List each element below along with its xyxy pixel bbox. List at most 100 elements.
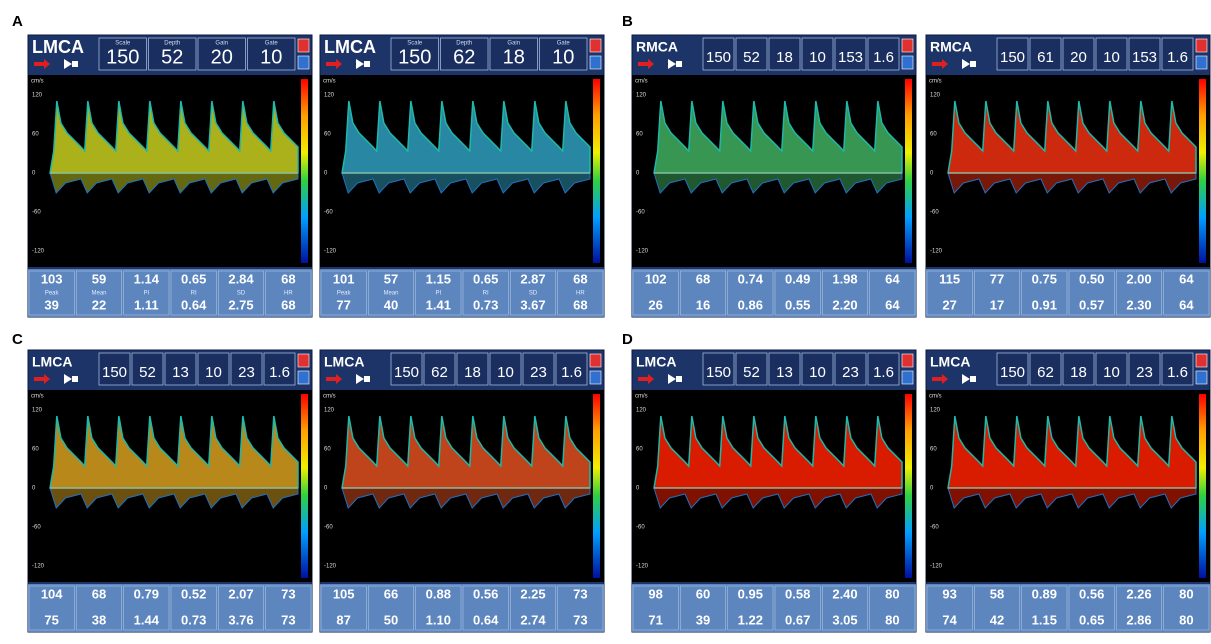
vessel-name: RMCA [636,39,678,55]
readout-value: 80 [885,612,899,627]
setting-value: 62 [431,364,448,381]
readout-cell [265,585,312,631]
setting-value: 62 [453,46,475,68]
readout-value: 50 [384,612,398,627]
axis-tick-label: 120 [636,408,647,414]
setting-value: 18 [503,46,525,68]
setting-value: 23 [842,364,859,381]
axis-tick-label: 120 [636,93,647,99]
readout-cell [869,585,916,631]
setting-value: 61 [1037,49,1054,66]
panel-label: A [12,13,23,30]
direction-arrow [932,374,948,384]
axis-tick-label: -120 [636,564,649,570]
button-up[interactable] [901,353,914,368]
readout-cell [170,585,217,631]
button-down[interactable] [901,55,914,70]
readout-value: 39 [696,612,710,627]
color-bar [905,79,912,263]
setting-value: 150 [1000,49,1025,66]
setting-box [164,352,197,386]
button-up[interactable] [589,353,602,368]
readout-value: 0.95 [738,586,763,601]
setting-value: 150 [1000,364,1025,381]
readout-value: 0.67 [785,612,810,627]
button-down[interactable] [589,370,602,385]
axis-tick-label: -120 [324,564,337,570]
readout-value: 39 [44,297,58,312]
readout-value: 0.91 [1032,297,1057,312]
readout-value: 3.05 [832,612,857,627]
readout-value: 26 [648,297,662,312]
axis-tick-label: 60 [636,447,643,453]
readout-value: 2.25 [520,586,545,601]
setting-box [996,352,1029,386]
color-bar [1199,394,1206,578]
readout-value: 0.65 [473,271,498,286]
readout-label: RI [483,291,489,297]
readout-panel [320,269,604,317]
setting-box [131,352,164,386]
button-up[interactable] [297,353,310,368]
doppler-screen: LMCA 150 52 13 10 23 1.6 cm/s 120 60 0 -60 -120 104 75… [27,349,313,633]
setting-box [768,352,801,386]
axis-tick-label: 0 [32,486,36,492]
axis-tick-label: -120 [930,564,943,570]
readout-label: SD [529,291,538,297]
readout-cell [1068,585,1115,631]
direction-arrow [326,59,342,69]
setting-box [456,352,489,386]
readout-value: 0.57 [1079,297,1104,312]
axis-tick-label: -60 [636,210,645,216]
probe-icon [356,374,370,384]
button-down[interactable] [1195,370,1208,385]
button-up[interactable] [1195,353,1208,368]
direction-arrow [34,59,50,69]
setting-box [1161,352,1194,386]
probe-icon [668,374,682,384]
readout-value: 0.50 [1079,271,1104,286]
readout-cell [218,585,264,631]
setting-box [1062,37,1095,71]
vessel-name: RMCA [930,39,972,55]
axis-tick-label: 60 [636,132,643,138]
spectrum-reverse [49,172,299,194]
readout-cell [822,585,868,631]
readout-value: 22 [92,297,106,312]
axis-tick-label: -120 [324,249,337,255]
setting-box [539,37,588,71]
button-down[interactable] [297,370,310,385]
readout-cell [557,585,604,631]
setting-value: 153 [1132,49,1157,66]
button-up[interactable] [297,38,310,53]
readout-value: 42 [990,612,1004,627]
readout-value: 0.58 [785,586,810,601]
button-up[interactable] [589,38,602,53]
button-down[interactable] [1195,55,1208,70]
readout-cell [1021,585,1068,631]
readout-label: HR [576,291,585,297]
readout-cell [218,270,264,316]
setting-value: 10 [205,364,222,381]
readout-value: 1.14 [134,271,160,286]
readout-value: 2.86 [1126,612,1151,627]
spectrum-forward [947,415,1197,489]
setting-box [735,352,768,386]
button-down[interactable] [589,55,602,70]
readout-value: 74 [942,612,957,627]
axis-tick-label: 0 [636,171,640,177]
spectrum-forward [49,100,299,174]
setting-value: 20 [1070,49,1087,66]
readout-value: 73 [281,586,295,601]
button-up[interactable] [1195,38,1208,53]
button-down[interactable] [901,370,914,385]
button-down[interactable] [297,55,310,70]
setting-box [230,352,263,386]
readout-cell [727,585,774,631]
button-up[interactable] [901,38,914,53]
readout-value: 0.64 [181,297,207,312]
readout-label: Peak [337,291,352,297]
axis-tick-label: -120 [32,249,45,255]
setting-box [1095,352,1128,386]
